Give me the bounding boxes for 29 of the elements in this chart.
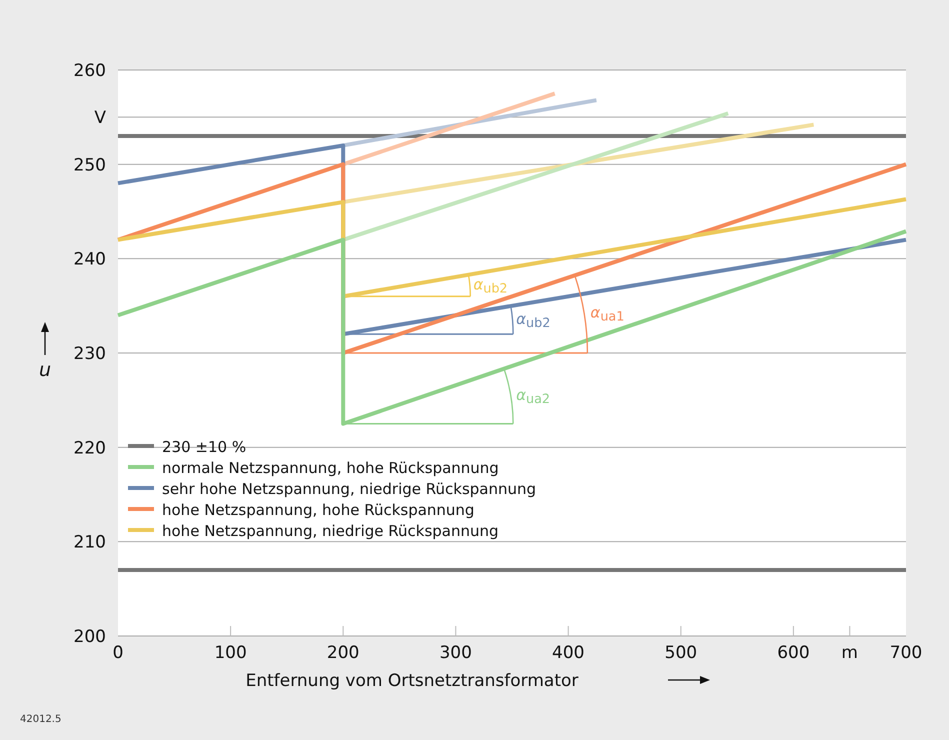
legend-label: hohe Netzspannung, hohe Rückspannung <box>162 501 474 519</box>
y-tick-label: 210 <box>74 532 106 553</box>
x-tick-label: 700 <box>890 643 922 663</box>
y-tick-label: 230 <box>74 344 106 364</box>
annotation: α$_{ua2}$ <box>516 386 550 408</box>
x-axis-title: Entfernung vom Ortsnetztransformator <box>246 671 578 691</box>
y-tick-label: 200 <box>74 626 106 647</box>
x-tick-label: 200 <box>326 643 360 663</box>
y-tick-label: 250 <box>74 155 106 176</box>
annotation: α$_{ub2}$ <box>516 310 550 332</box>
y-tick-label: 240 <box>74 250 106 270</box>
y-tick-label: 260 <box>74 60 106 81</box>
annotation: α$_{ub2}$ <box>473 276 508 297</box>
x-tick-label: m <box>841 643 858 663</box>
y-axis-title: u <box>38 359 52 381</box>
x-tick-label: 0 <box>112 643 124 663</box>
y-tick-label: 220 <box>74 438 106 458</box>
x-tick-label: 500 <box>664 643 698 663</box>
legend-label: hohe Netzspannung, niedrige Rückspannung <box>162 522 499 540</box>
legend-title: 230 ±10 % <box>162 438 246 456</box>
legend-label: sehr hohe Netzspannung, niedrige Rückspannung <box>162 480 536 498</box>
y-tick-label: V <box>94 108 106 128</box>
legend-label: normale Netzspannung, hohe Rückspannung <box>162 459 499 477</box>
annotation: α$_{ua1}$ <box>590 304 624 325</box>
x-tick-label: 400 <box>552 643 585 663</box>
x-tick-label: 600 <box>777 643 810 663</box>
x-tick-label: 100 <box>214 643 247 663</box>
x-tick-label: 300 <box>439 643 472 663</box>
text: 42012.5 <box>20 714 62 725</box>
